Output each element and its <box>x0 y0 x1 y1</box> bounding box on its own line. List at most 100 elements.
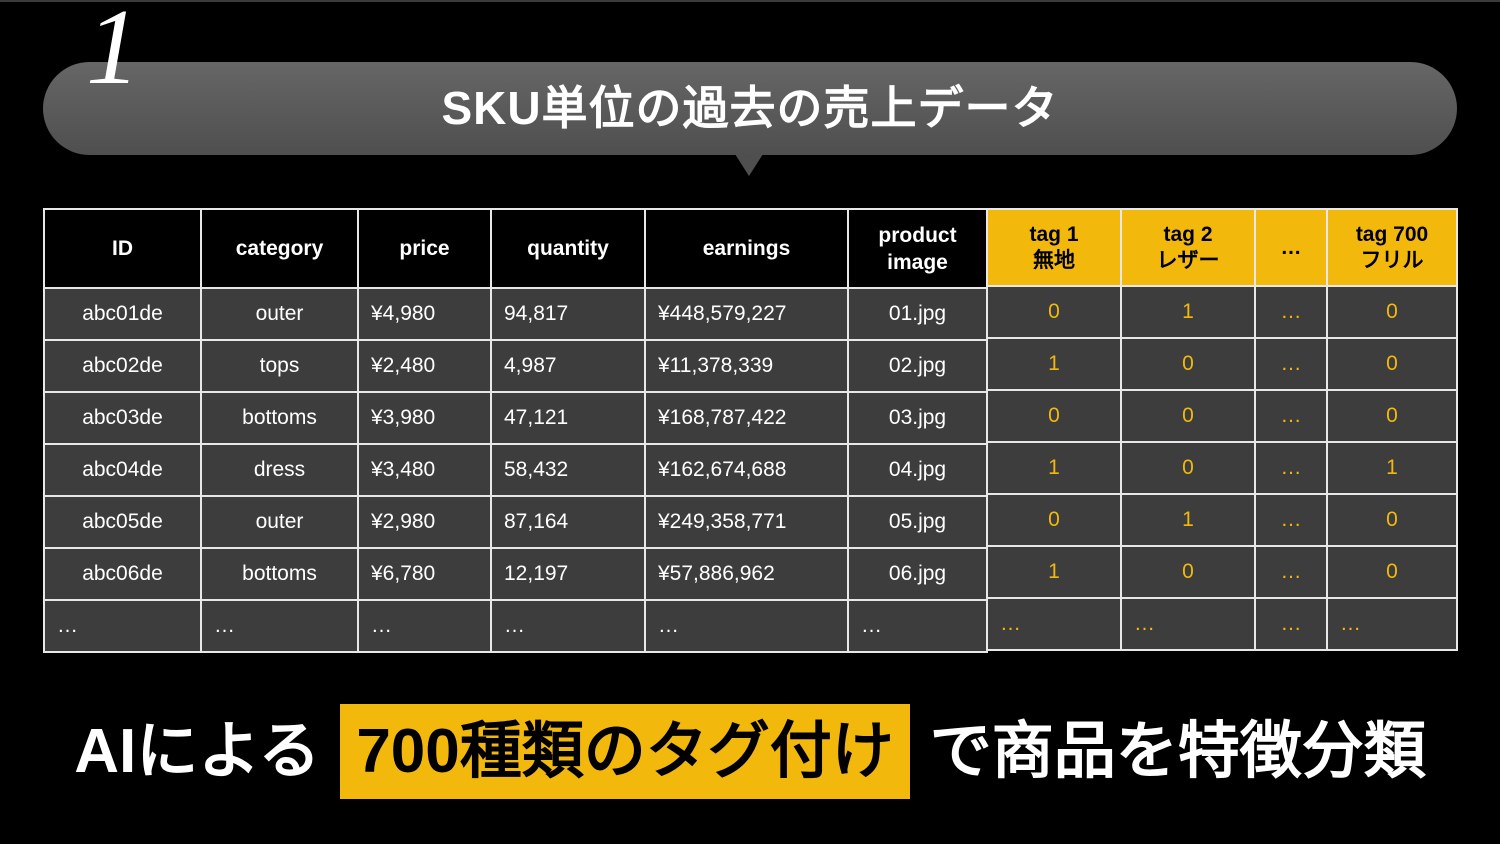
tag-header-1-name: tag 1 <box>1029 222 1079 246</box>
cell-category: tops <box>200 339 359 393</box>
cell-tag-2: 0 <box>1120 441 1256 495</box>
cell-category: outer <box>200 287 359 341</box>
step-number: 1 <box>86 0 140 107</box>
tag-row: 0 1… 0 <box>986 285 1458 339</box>
cell-price: ¥6,780 <box>357 547 492 601</box>
cell-id: … <box>43 599 202 653</box>
header-category: category <box>200 208 359 289</box>
cell-tag-1: 0 <box>986 493 1122 547</box>
cell-product-image: 02.jpg <box>847 339 988 393</box>
cell-tag-2: 1 <box>1120 493 1256 547</box>
caption-suffix: で商品を特徴分類 <box>929 717 1426 786</box>
cell-category: bottoms <box>200 547 359 601</box>
tag-table: tag 1 無地 tag 2 レザー … tag 700 フリル 0 1… 0 1 0…… <box>986 208 1458 651</box>
cell-id: abc02de <box>43 339 202 393</box>
table-header-row: ID category price quantity earnings prod… <box>43 208 988 289</box>
cell-price: ¥3,480 <box>357 443 492 497</box>
cell-tag-ellipsis: … <box>1254 597 1328 651</box>
table-row: abc03de bottoms ¥3,980 47,121 ¥168,787,422 03… <box>43 391 988 445</box>
cell-tag-1: … <box>986 597 1122 651</box>
bottom-caption: AIによる 700種類のタグ付け で商品を特徴分類 <box>0 704 1500 799</box>
tag-row: 0 0… 0 <box>986 389 1458 443</box>
cell-tag-1: 1 <box>986 441 1122 495</box>
cell-category: dress <box>200 443 359 497</box>
cell-tag-ellipsis: … <box>1254 545 1328 599</box>
tag-header-ellipsis: … <box>1254 208 1328 287</box>
cell-id: abc06de <box>43 547 202 601</box>
cell-tag-1: 0 <box>986 285 1122 339</box>
cell-quantity: 87,164 <box>490 495 646 549</box>
cell-tag-ellipsis: … <box>1254 285 1328 339</box>
cell-tag-2: 0 <box>1120 337 1256 391</box>
cell-earnings: ¥448,579,227 <box>644 287 849 341</box>
header-earnings: earnings <box>644 208 849 289</box>
cell-id: abc04de <box>43 443 202 497</box>
cell-category: bottoms <box>200 391 359 445</box>
cell-earnings: ¥162,674,688 <box>644 443 849 497</box>
cell-quantity: 58,432 <box>490 443 646 497</box>
cell-price: ¥3,980 <box>357 391 492 445</box>
header-product-image-line2: image <box>887 250 948 274</box>
header-id: ID <box>43 208 202 289</box>
tag-row: 1 0… 0 <box>986 545 1458 599</box>
header-quantity: quantity <box>490 208 646 289</box>
header-product-image: product image <box>847 208 988 289</box>
header-price: price <box>357 208 492 289</box>
header-product-image-line1: product <box>878 223 957 247</box>
tag-header-700-name: tag 700 <box>1355 222 1429 246</box>
cell-tag-700: 0 <box>1326 493 1458 547</box>
title-banner <box>43 62 1457 155</box>
tag-row: 1 0… 1 <box>986 441 1458 495</box>
table-row: abc05de outer ¥2,980 87,164 ¥249,358,771 05.j… <box>43 495 988 549</box>
cell-quantity: 12,197 <box>490 547 646 601</box>
cell-tag-ellipsis: … <box>1254 389 1328 443</box>
cell-earnings: ¥249,358,771 <box>644 495 849 549</box>
table-row: abc01de outer ¥4,980 94,817 ¥448,579,227 01.j… <box>43 287 988 341</box>
tag-header-2-label: レザー <box>1156 248 1220 272</box>
tag-header-2-name: tag 2 <box>1163 222 1213 246</box>
cell-tag-700: 1 <box>1326 441 1458 495</box>
cell-tag-2: 1 <box>1120 285 1256 339</box>
top-divider <box>0 0 1500 2</box>
cell-tag-1: 1 <box>986 545 1122 599</box>
cell-tag-700: 0 <box>1326 545 1458 599</box>
cell-tag-700: 0 <box>1326 337 1458 391</box>
cell-quantity: 94,817 <box>490 287 646 341</box>
cell-category: outer <box>200 495 359 549</box>
cell-tag-700: 0 <box>1326 389 1458 443</box>
tag-header-2: tag 2 レザー <box>1120 208 1256 287</box>
cell-tag-2: 0 <box>1120 389 1256 443</box>
table-row: abc06de bottoms ¥6,780 12,197 ¥57,886,962 06.… <box>43 547 988 601</box>
cell-id: abc01de <box>43 287 202 341</box>
cell-tag-ellipsis: … <box>1254 441 1328 495</box>
cell-earnings: … <box>644 599 849 653</box>
table-row: abc02de tops ¥2,480 4,987 ¥11,378,339 02.jpg <box>43 339 988 393</box>
cell-earnings: ¥11,378,339 <box>644 339 849 393</box>
cell-category: … <box>200 599 359 653</box>
cell-quantity: … <box>490 599 646 653</box>
table-row: abc04de dress ¥3,480 58,432 ¥162,674,688 04.j… <box>43 443 988 497</box>
tag-header-row: tag 1 無地 tag 2 レザー … tag 700 フリル <box>986 208 1458 287</box>
cell-tag-ellipsis: … <box>1254 337 1328 391</box>
cell-product-image: 03.jpg <box>847 391 988 445</box>
cell-price: ¥4,980 <box>357 287 492 341</box>
cell-tag-700: 0 <box>1326 285 1458 339</box>
tag-header-1-label: 無地 <box>1033 248 1075 272</box>
cell-tag-1: 0 <box>986 389 1122 443</box>
cell-price: ¥2,480 <box>357 339 492 393</box>
cell-product-image: 05.jpg <box>847 495 988 549</box>
caption-highlight: 700種類のタグ付け <box>340 704 910 799</box>
caption-prefix: AIによる <box>74 717 321 786</box>
cell-tag-700: … <box>1326 597 1458 651</box>
banner-pointer <box>735 154 763 176</box>
cell-tag-2: … <box>1120 597 1256 651</box>
sales-data-table: ID category price quantity earnings prod… <box>43 208 988 653</box>
cell-product-image: … <box>847 599 988 653</box>
cell-price: … <box>357 599 492 653</box>
cell-tag-1: 1 <box>986 337 1122 391</box>
tag-row: 0 1… 0 <box>986 493 1458 547</box>
cell-product-image: 04.jpg <box>847 443 988 497</box>
cell-quantity: 47,121 <box>490 391 646 445</box>
tag-header-ellipsis-text: … <box>1280 235 1302 259</box>
cell-id: abc05de <box>43 495 202 549</box>
